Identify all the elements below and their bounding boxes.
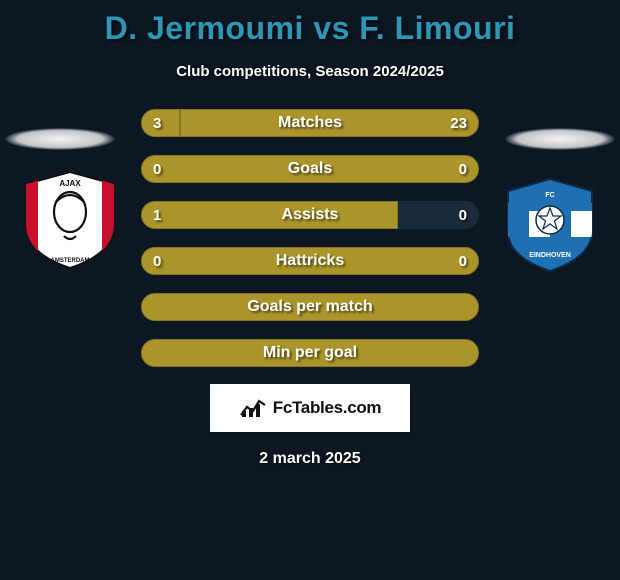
infographic-root: D. Jermoumi vs F. Limouri Club competiti… bbox=[0, 0, 620, 580]
stat-value-right: 0 bbox=[459, 201, 467, 231]
branding-box: FcTables.com bbox=[210, 384, 410, 432]
stat-value-left: 0 bbox=[153, 247, 161, 277]
stat-value-right: 0 bbox=[459, 247, 467, 277]
stats-container: Matches323Goals00Assists10Hattricks00Goa… bbox=[0, 108, 620, 368]
stat-row: Hattricks00 bbox=[140, 246, 480, 276]
date-text: 2 march 2025 bbox=[0, 450, 620, 468]
stat-row: Min per goal bbox=[140, 338, 480, 368]
stat-fill bbox=[141, 293, 479, 321]
stat-value-left: 1 bbox=[153, 201, 161, 231]
stat-fill bbox=[141, 155, 479, 183]
stat-row: Goals per match bbox=[140, 292, 480, 322]
stat-fill-left bbox=[141, 201, 398, 229]
chart-icon bbox=[239, 397, 267, 419]
subtitle: Club competitions, Season 2024/2025 bbox=[0, 63, 620, 80]
page-title: D. Jermoumi vs F. Limouri bbox=[0, 10, 620, 47]
stat-value-left: 3 bbox=[153, 109, 161, 139]
stat-row: Goals00 bbox=[140, 154, 480, 184]
stat-fill bbox=[141, 247, 479, 275]
stat-fill bbox=[141, 339, 479, 367]
stat-value-right: 0 bbox=[459, 155, 467, 185]
stat-row: Matches323 bbox=[140, 108, 480, 138]
stat-value-left: 0 bbox=[153, 155, 161, 185]
stat-fill-right bbox=[180, 109, 479, 137]
stat-value-right: 23 bbox=[450, 109, 467, 139]
branding-text: FcTables.com bbox=[273, 398, 382, 418]
stat-row: Assists10 bbox=[140, 200, 480, 230]
